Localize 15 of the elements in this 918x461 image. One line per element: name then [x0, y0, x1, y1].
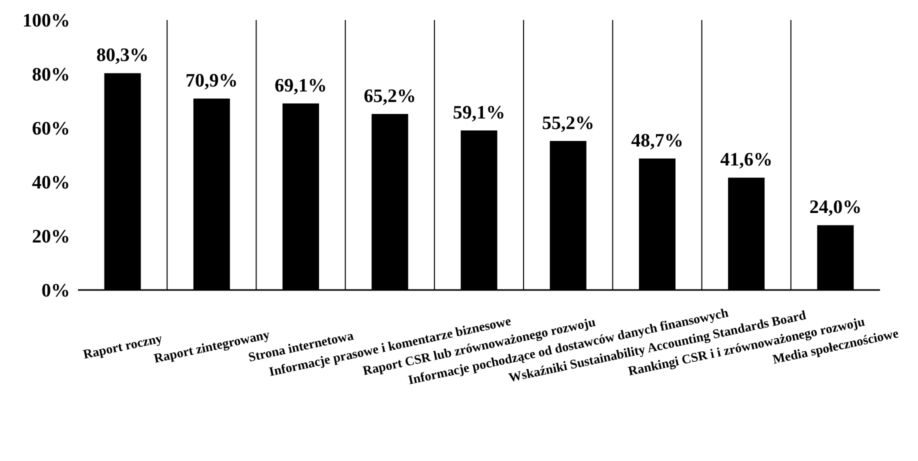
data-label: 80,3% [96, 45, 149, 66]
data-label: 48,7% [631, 130, 684, 152]
data-label: 65,2% [364, 86, 416, 107]
y-tick-label: 0% [42, 280, 70, 302]
y-tick-label: 80% [32, 64, 70, 86]
y-tick-label: 100% [22, 10, 70, 32]
data-label: 69,1% [274, 75, 327, 96]
y-tick-label: 40% [32, 172, 70, 194]
data-label: 24,0% [809, 197, 862, 218]
data-label: 70,9% [186, 70, 238, 92]
y-tick-label: 60% [32, 118, 70, 140]
data-label: 55,2% [542, 112, 594, 134]
data-label: 59,1% [452, 102, 506, 124]
data-label: 41,6% [720, 150, 772, 171]
y-tick-label: 20% [32, 226, 70, 248]
